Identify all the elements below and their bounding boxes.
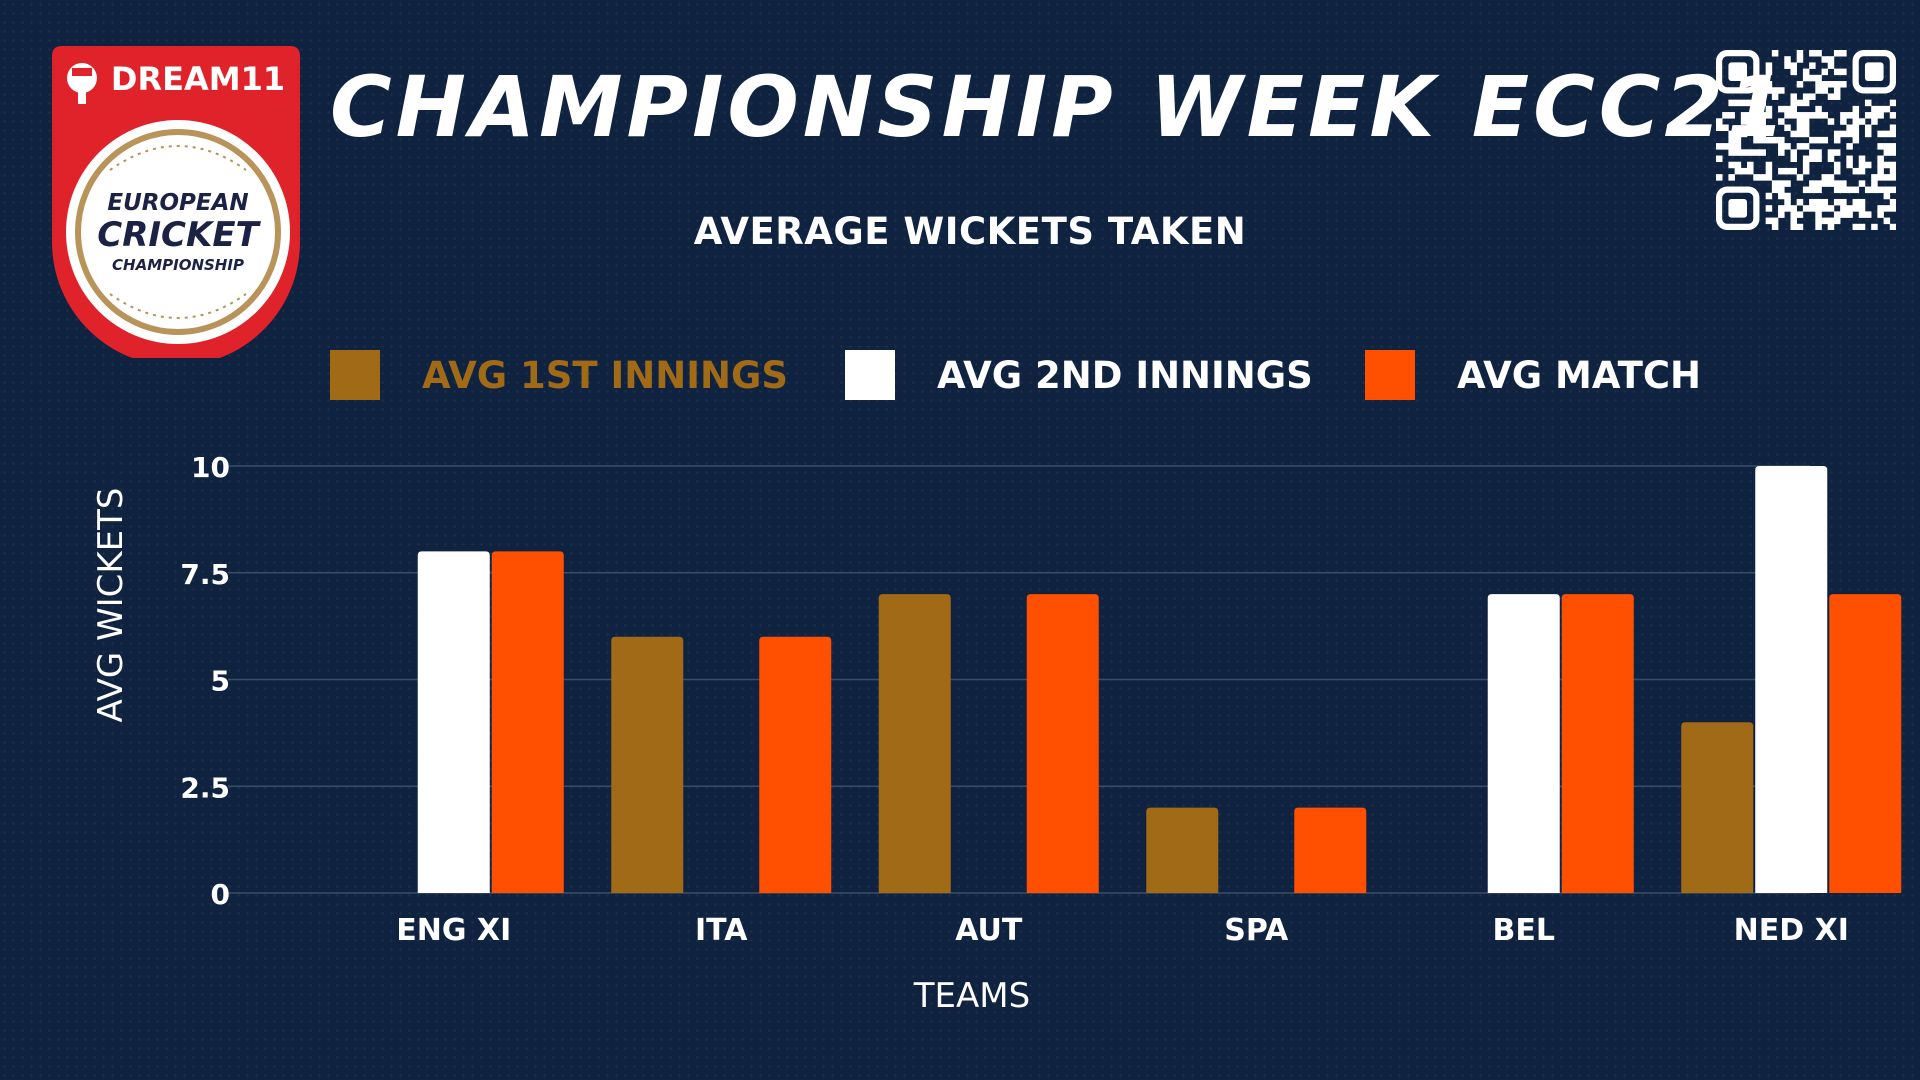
bar-bel-avg-match — [1561, 594, 1634, 893]
chart-bars — [417, 466, 1902, 893]
legend-swatch-match — [1365, 350, 1415, 400]
bar-ned-xi-avg-2nd-innings — [1755, 466, 1828, 893]
y-tick-label: 7.5 — [180, 558, 230, 591]
legend-item-second-innings: AVG 2ND INNINGS — [845, 340, 1313, 410]
legend-item-match: AVG MATCH — [1365, 340, 1701, 410]
legend-item-first-innings: AVG 1ST INNINGS — [330, 340, 788, 410]
logo-brand-text: DREAM11 — [111, 60, 285, 98]
bar-aut-avg-match — [1026, 594, 1099, 893]
bar-ita-avg-1st-innings — [611, 636, 684, 893]
dream11-helmet-icon — [67, 63, 97, 104]
qr-code-icon — [1716, 50, 1896, 230]
legend-swatch-first-innings — [330, 350, 380, 400]
y-tick-label: 0 — [211, 878, 230, 911]
chart-title: AVERAGE WICKETS TAKEN — [693, 210, 1247, 253]
x-tick-label: BEL — [1493, 913, 1555, 948]
legend-label-first-innings: AVG 1ST INNINGS — [422, 353, 788, 397]
x-axis-title: TEAMS — [913, 976, 1030, 1016]
x-tick-label: AUT — [955, 913, 1023, 948]
bar-ita-avg-match — [759, 636, 832, 893]
x-tick-label: NED XI — [1734, 913, 1849, 948]
bar-aut-avg-1st-innings — [878, 594, 951, 893]
bar-bel-avg-2nd-innings — [1487, 594, 1560, 893]
bar-eng-xi-avg-match — [491, 551, 564, 893]
legend-label-match: AVG MATCH — [1457, 353, 1701, 397]
x-tick-label: SPA — [1224, 913, 1289, 948]
bar-ned-xi-avg-1st-innings — [1681, 722, 1754, 893]
logo-line-2: CRICKET — [97, 215, 261, 255]
bar-ned-xi-avg-match — [1829, 594, 1902, 893]
y-tick-label: 2.5 — [180, 771, 230, 804]
bar-eng-xi-avg-2nd-innings — [417, 551, 490, 893]
chart-labels: 0 2.5 5 7.5 10 ENG XI ITA AUT SPA BEL NED XI — [180, 451, 1848, 948]
legend-swatch-second-innings — [845, 350, 895, 400]
page-title: CHAMPIONSHIP WEEK ECC21 — [330, 58, 1790, 156]
chart-legend: AVG 1ST INNINGS AVG 2ND INNINGS AVG MATC… — [0, 340, 1920, 410]
x-tick-label: ITA — [695, 913, 748, 948]
y-tick-label: 10 — [191, 451, 230, 484]
logo-line-3: CHAMPIONSHIP — [112, 256, 244, 274]
legend-label-second-innings: AVG 2ND INNINGS — [937, 353, 1313, 397]
y-tick-label: 5 — [211, 665, 230, 698]
bar-spa-avg-match — [1294, 807, 1367, 893]
logo-line-1: EUROPEAN — [107, 190, 248, 216]
x-tick-label: ENG XI — [396, 913, 511, 948]
chart-gridlines — [228, 465, 1810, 894]
dream11-ecc-logo: DREAM11 EUROPEAN CRICKET CHAMPIONSHIP — [52, 46, 300, 358]
bar-spa-avg-1st-innings — [1146, 807, 1219, 893]
y-axis-title: AVG WICKETS — [91, 487, 131, 722]
